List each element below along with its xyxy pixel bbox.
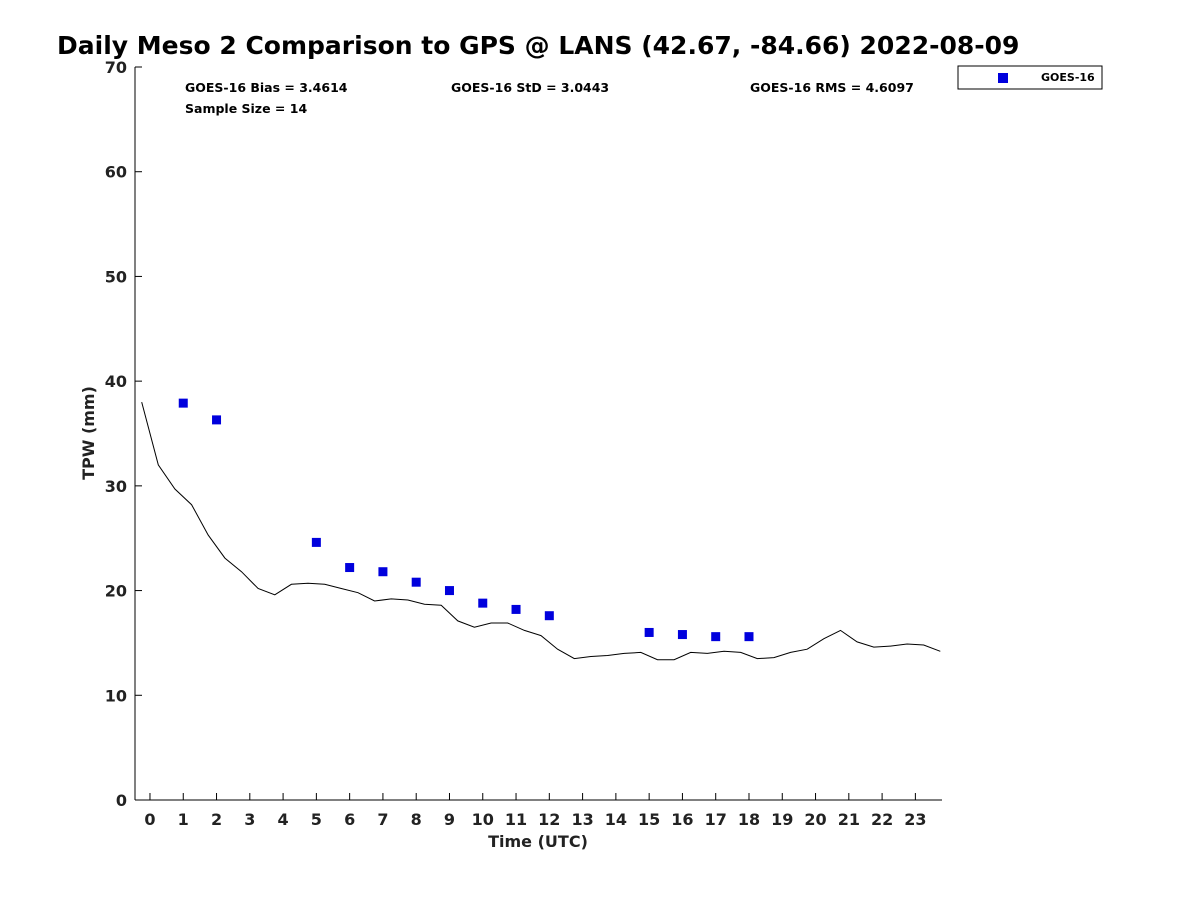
x-tick-label: 3	[244, 810, 255, 829]
y-tick-label: 70	[105, 58, 127, 77]
x-tick-label: 2	[211, 810, 222, 829]
x-tick-label: 10	[472, 810, 494, 829]
y-tick-label: 30	[105, 477, 127, 496]
goes16-point	[212, 415, 222, 425]
x-tick-label: 7	[377, 810, 388, 829]
stat-bias: GOES-16 Bias = 3.4614	[185, 80, 348, 95]
x-tick-label: 4	[278, 810, 289, 829]
goes16-point	[178, 398, 188, 408]
x-tick-label: 20	[804, 810, 826, 829]
x-tick-label: 8	[411, 810, 422, 829]
goes16-point	[644, 627, 654, 637]
gps-line-series	[141, 401, 941, 661]
gps-line	[141, 401, 941, 661]
y-tick-label: 50	[105, 267, 127, 286]
x-tick-label: 17	[705, 810, 727, 829]
goes16-point	[544, 611, 554, 621]
goes16-point	[677, 630, 687, 640]
x-tick-label: 21	[838, 810, 860, 829]
stat-rms: GOES-16 RMS = 4.6097	[750, 80, 914, 95]
stat-sample-size: Sample Size = 14	[185, 101, 307, 116]
legend: GOES-16	[957, 65, 1103, 90]
x-tick-label: 5	[311, 810, 322, 829]
y-tick-label: 20	[105, 582, 127, 601]
x-tick-label: 1	[178, 810, 189, 829]
goes16-point	[711, 632, 721, 642]
stat-std: GOES-16 StD = 3.0443	[451, 80, 609, 95]
goes16-point	[444, 586, 454, 596]
legend-marker-square	[998, 73, 1008, 83]
goes16-point	[478, 598, 488, 608]
x-tick-label: 0	[144, 810, 155, 829]
y-tick-label: 10	[105, 686, 127, 705]
x-ticks: 0 1 2 3 4 5 6 7 8 9 10 11 12 13 14 15 16 17 18 19 20 21 22 23	[144, 793, 927, 829]
x-tick-label: 11	[505, 810, 527, 829]
x-axis-label: Time (UTC)	[488, 832, 588, 851]
chart-title: Daily Meso 2 Comparison to GPS @ LANS (4…	[57, 31, 1019, 60]
x-tick-label: 22	[871, 810, 893, 829]
y-ticks: 0 10 20 30 40 50 60 70	[105, 58, 142, 810]
goes16-point	[511, 604, 521, 614]
plot-area	[134, 67, 942, 801]
stats-annotations: GOES-16 Bias = 3.4614 GOES-16 StD = 3.04…	[185, 80, 914, 116]
x-tick-label: 15	[638, 810, 660, 829]
goes16-point	[411, 577, 421, 587]
y-axis-label: TPW (mm)	[79, 386, 98, 480]
x-tick-label: 18	[738, 810, 760, 829]
goes16-point	[744, 632, 754, 642]
y-tick-label: 0	[116, 791, 127, 810]
y-tick-label: 40	[105, 372, 127, 391]
legend-label-goes16: GOES-16	[1041, 71, 1095, 84]
x-tick-label: 9	[444, 810, 455, 829]
legend-box	[957, 65, 1103, 90]
goes16-point	[345, 563, 355, 573]
goes16-point	[311, 537, 321, 547]
goes16-point	[378, 567, 388, 577]
x-tick-label: 23	[904, 810, 926, 829]
goes16-scatter-series	[178, 398, 754, 642]
x-tick-label: 13	[571, 810, 593, 829]
x-tick-label: 16	[671, 810, 693, 829]
x-tick-label: 12	[538, 810, 560, 829]
y-tick-label: 60	[105, 163, 127, 182]
x-tick-label: 14	[605, 810, 627, 829]
x-tick-label: 6	[344, 810, 355, 829]
x-tick-label: 19	[771, 810, 793, 829]
